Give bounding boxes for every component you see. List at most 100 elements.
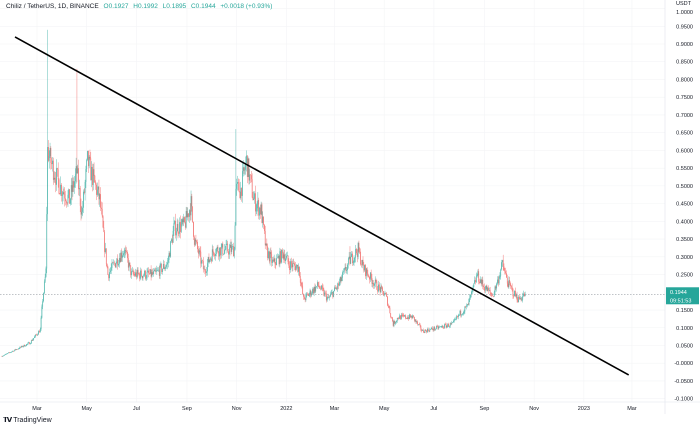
candle-body [365, 268, 367, 277]
candle-body [60, 184, 61, 195]
candle-body [98, 186, 100, 200]
candle-body [163, 264, 165, 269]
candle-body [276, 258, 277, 265]
time-axis-labels[interactable]: Mar May Jul Sep Nov 2022 Mar May Jul Sep Nov 2023 Ma… [32, 406, 637, 412]
candle-body [61, 194, 63, 196]
candle-body [513, 295, 515, 297]
candle-body [223, 253, 224, 255]
candle-body [301, 283, 303, 286]
candle-body [229, 244, 231, 248]
candle-body [413, 315, 414, 317]
candle-body [27, 342, 29, 344]
candle-body [53, 177, 55, 180]
candle-body [445, 324, 447, 328]
candle-body [519, 296, 520, 300]
candle-body [165, 266, 167, 269]
candle-body [329, 296, 330, 298]
candle-body [130, 265, 132, 276]
price-tick-label: 0.7000 [676, 113, 693, 119]
candle-body [28, 342, 30, 344]
price-tick-label: 0.2500 [676, 273, 693, 279]
candle-body [281, 249, 283, 254]
candle-body [106, 264, 108, 267]
candle-body [297, 264, 299, 272]
candle-body [471, 288, 473, 292]
candle-body [7, 353, 9, 354]
candle-body [184, 222, 186, 228]
candle-body [283, 254, 285, 259]
candle-body [369, 276, 370, 280]
candle-body [405, 318, 407, 319]
candle-body [228, 251, 229, 255]
candle-body [64, 193, 66, 199]
candle-body [246, 155, 248, 177]
candle-body [462, 314, 463, 315]
candle-body [49, 147, 51, 157]
candle-body [437, 326, 439, 329]
tradingview-branding[interactable]: 𝗧𝗩 TradingView [3, 416, 52, 425]
candle-body [356, 249, 357, 254]
candle-body [348, 256, 350, 259]
candle-body [287, 255, 289, 262]
candle-body [336, 287, 338, 289]
candle-body [273, 259, 274, 262]
candle-body [485, 285, 487, 290]
candle-body [241, 187, 242, 196]
candle-body [139, 273, 141, 279]
candle-body [131, 271, 132, 276]
price-axis[interactable] [665, 0, 700, 414]
candle-body [388, 306, 390, 308]
candle-body [394, 320, 396, 324]
time-tick-label: Nov [529, 406, 539, 412]
candle-body [446, 325, 448, 328]
candle-body [502, 259, 503, 263]
candle-body [260, 204, 262, 215]
candle-body [23, 344, 25, 347]
candle-body [233, 249, 235, 257]
candle-body [17, 349, 18, 350]
candle-body [285, 258, 286, 261]
candle-body [523, 293, 524, 296]
candle-body [307, 293, 308, 295]
candle-body [347, 258, 349, 265]
candle-body [242, 171, 243, 196]
candle-body [489, 290, 491, 293]
price-chart[interactable]: USDT 1.0000 0.9500 0.9000 0.8500 0.8000 0.750… [0, 0, 700, 414]
candle-body [193, 221, 194, 237]
candle-body [317, 282, 319, 286]
candle-body [127, 258, 129, 268]
candle-body [91, 166, 92, 181]
candle-body [432, 329, 434, 331]
candle-body [279, 251, 281, 265]
candle-body [29, 342, 31, 345]
tradingview-logo-icon: 𝗧𝗩 [3, 417, 12, 424]
candle-body [478, 271, 480, 282]
candle-body [272, 259, 273, 263]
candle-body [397, 317, 399, 319]
candle-body [293, 262, 295, 264]
price-tick-label: 0.1000 [676, 326, 693, 332]
candle-body [11, 351, 13, 353]
candle-body [496, 283, 498, 289]
candle-body [492, 295, 493, 297]
candle-body [345, 267, 347, 271]
candle-body [104, 231, 105, 253]
candle-body [155, 271, 157, 272]
candle-body [274, 258, 276, 264]
trendline[interactable] [14, 36, 630, 376]
candle-body [449, 326, 450, 327]
candle-body [99, 194, 101, 200]
candle-body [342, 272, 343, 278]
candle-body [118, 263, 119, 266]
candle-body [511, 286, 513, 289]
candle-body [133, 273, 135, 275]
candle-body [3, 355, 4, 357]
candle-body [378, 284, 380, 288]
candle-body [385, 293, 387, 294]
candle-body [121, 252, 123, 258]
candle-body [488, 287, 489, 291]
candle-body [17, 348, 19, 350]
symbol-legend[interactable]: Chiliz / TetherUS, 1D, BINANCE O0.1927 H… [6, 3, 272, 10]
price-tick-label: 0.9000 [676, 42, 693, 48]
candle-body [270, 252, 272, 255]
